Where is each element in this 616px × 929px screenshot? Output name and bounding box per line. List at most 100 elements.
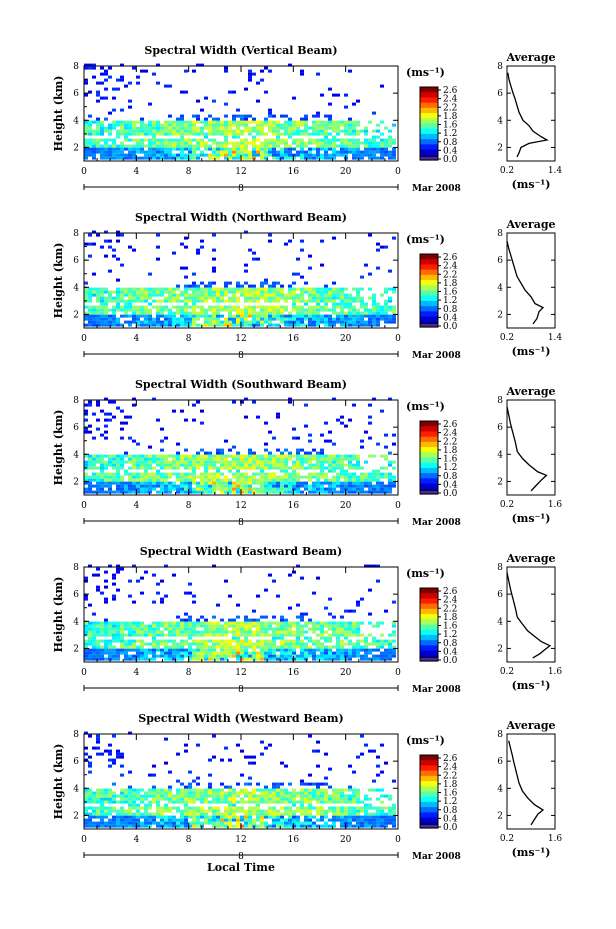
date-label: 8 bbox=[238, 518, 244, 528]
colorbar-tick-label: 0.8 bbox=[443, 305, 458, 315]
profile-frame bbox=[506, 399, 556, 496]
y-axis-label: Height (km) bbox=[52, 744, 65, 820]
colorbar-frame bbox=[419, 587, 439, 662]
colorbar-tick-label: 0.8 bbox=[443, 639, 458, 649]
profile-x-tick-label: 1.4 bbox=[548, 166, 563, 176]
colorbar-swatch bbox=[420, 608, 438, 615]
colorbar-swatch bbox=[420, 285, 438, 292]
panel-title: Spectral Width (Vertical Beam) bbox=[144, 44, 337, 57]
x-axis-label: Local Time bbox=[207, 861, 275, 874]
colorbar-tick-label: 1.8 bbox=[443, 112, 458, 122]
colorbar-tick-label: 2.2 bbox=[443, 771, 457, 781]
colorbar-swatch bbox=[420, 421, 438, 427]
panel-4: Spectral Width (Westward Beam) 2 4 6 8 Height… bbox=[52, 712, 562, 874]
x-tick-label: 20 bbox=[340, 668, 352, 678]
colorbar-swatch bbox=[420, 619, 438, 626]
colorbar-swatch bbox=[420, 483, 438, 490]
colorbar-unit: (ms⁻¹) bbox=[406, 233, 445, 246]
profile-y-tick-label: 4 bbox=[497, 617, 503, 627]
y-tick-label: 6 bbox=[73, 590, 79, 600]
colorbar-swatch bbox=[420, 295, 438, 302]
colorbar-tick-label: 0.8 bbox=[443, 806, 458, 816]
colorbar-tick-label: 0.0 bbox=[443, 489, 458, 499]
x-tick-label: 8 bbox=[186, 334, 192, 344]
profile-x-tick-label: 0.2 bbox=[500, 333, 514, 343]
profile-y-tick-label: 6 bbox=[497, 590, 503, 600]
profile-y-tick-label: 6 bbox=[497, 256, 503, 266]
y-tick-label: 2 bbox=[73, 811, 79, 821]
colorbar-swatch bbox=[420, 614, 438, 620]
x-tick-label: 16 bbox=[288, 167, 300, 177]
colorbar-tick-label: 2.4 bbox=[443, 596, 458, 606]
colorbar-tick-label: 2.4 bbox=[443, 95, 458, 105]
panel-3: Spectral Width (Eastward Beam) 2 4 6 8 Height… bbox=[52, 545, 562, 695]
heatmap-cells bbox=[84, 63, 396, 160]
colorbar-tick-label: 1.8 bbox=[443, 279, 458, 289]
colorbar-swatch bbox=[420, 791, 438, 798]
colorbar-swatch bbox=[420, 290, 438, 297]
y-tick-label: 6 bbox=[73, 757, 79, 767]
colorbar-tick-label: 0.4 bbox=[443, 480, 458, 490]
colorbar-tick-label: 0.0 bbox=[443, 656, 458, 666]
y-axis-label: Height (km) bbox=[52, 76, 65, 152]
profile-x-tick-label: 0.2 bbox=[500, 667, 514, 677]
profile-x-tick-label: 0.2 bbox=[500, 834, 514, 844]
colorbar: 2.62.42.21.81.61.20.80.40.0 bbox=[419, 587, 458, 666]
y-tick-label: 2 bbox=[73, 143, 79, 153]
colorbar-swatch bbox=[420, 801, 438, 808]
colorbar-swatch bbox=[420, 812, 438, 819]
x-tick-label: 4 bbox=[133, 501, 139, 511]
y-tick-label: 6 bbox=[73, 423, 79, 433]
panel-title: Spectral Width (Southward Beam) bbox=[135, 378, 347, 391]
x-tick-label: 0 bbox=[81, 668, 87, 678]
profile-y-tick-label: 8 bbox=[497, 730, 503, 740]
heatmap-cells bbox=[84, 731, 396, 828]
colorbar-swatch bbox=[420, 157, 438, 160]
colorbar-tick-label: 1.2 bbox=[443, 630, 457, 640]
colorbar-swatch bbox=[420, 447, 438, 453]
heatmap-cells bbox=[84, 564, 396, 661]
profile-frame bbox=[506, 232, 556, 329]
profile-y-tick-label: 6 bbox=[497, 757, 503, 767]
colorbar-swatch bbox=[420, 102, 438, 109]
colorbar-swatch bbox=[420, 139, 438, 145]
colorbar-swatch bbox=[420, 123, 438, 130]
profile-title: Average bbox=[505, 552, 555, 565]
colorbar-swatch bbox=[420, 97, 438, 104]
profile-line bbox=[508, 740, 545, 826]
profile-line bbox=[507, 72, 549, 158]
colorbar-swatch bbox=[420, 264, 438, 271]
colorbar-swatch bbox=[420, 144, 438, 151]
panel-title: Spectral Width (Northward Beam) bbox=[135, 211, 347, 224]
colorbar-tick-label: 0.0 bbox=[443, 155, 458, 165]
colorbar-swatch bbox=[420, 658, 438, 661]
y-tick-label: 4 bbox=[73, 450, 79, 460]
colorbar-swatch bbox=[420, 478, 438, 485]
x-tick-label: 12 bbox=[235, 334, 246, 344]
x-tick-label: 12 bbox=[235, 167, 246, 177]
colorbar-tick-label: 1.6 bbox=[443, 288, 458, 298]
colorbar-tick-label: 0.8 bbox=[443, 138, 458, 148]
profile-x-label: (ms⁻¹) bbox=[512, 178, 551, 191]
colorbar-swatch bbox=[420, 634, 438, 641]
y-tick-label: 8 bbox=[73, 563, 79, 573]
colorbar-swatch bbox=[420, 593, 438, 600]
x-tick-label: 4 bbox=[133, 167, 139, 177]
colorbar-swatch bbox=[420, 765, 438, 772]
colorbar-swatch bbox=[420, 640, 438, 646]
y-tick-label: 2 bbox=[73, 477, 79, 487]
profile-x-tick-label: 0.2 bbox=[500, 500, 514, 510]
average-profile: Average 2 4 6 8 0.2 1.6 (ms⁻¹) bbox=[497, 552, 562, 692]
colorbar-tick-label: 1.8 bbox=[443, 613, 458, 623]
colorbar-tick-label: 2.2 bbox=[443, 103, 457, 113]
colorbar-swatch bbox=[420, 786, 438, 793]
colorbar-swatch bbox=[420, 431, 438, 438]
colorbar-swatch bbox=[420, 491, 438, 494]
colorbar-swatch bbox=[420, 629, 438, 636]
x-tick-label: 4 bbox=[133, 668, 139, 678]
heatmap-cells bbox=[84, 230, 396, 327]
colorbar-tick-label: 1.2 bbox=[443, 463, 457, 473]
profile-x-tick-label: 1.4 bbox=[548, 333, 563, 343]
colorbar-swatch bbox=[420, 603, 438, 610]
colorbar-swatch bbox=[420, 755, 438, 761]
